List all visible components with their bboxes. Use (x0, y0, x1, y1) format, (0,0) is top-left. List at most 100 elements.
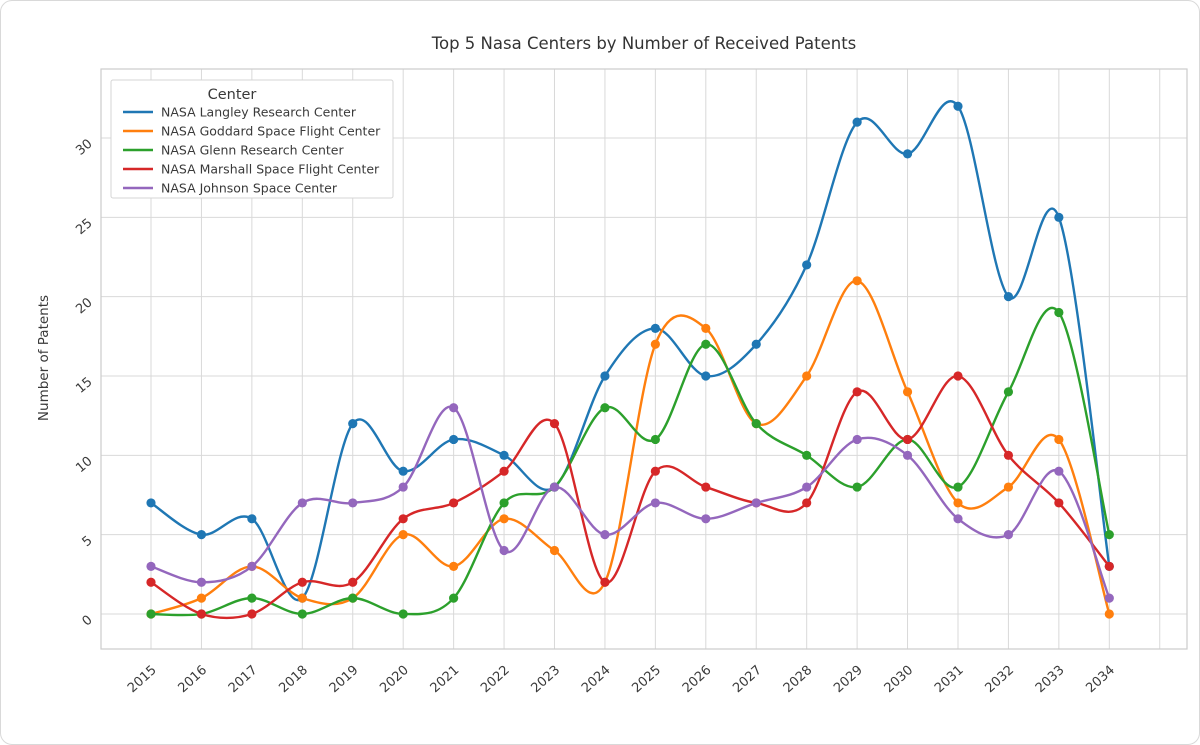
data-point (802, 482, 812, 492)
x-tick-label: 2022 (478, 663, 513, 696)
chart-title: Top 5 Nasa Centers by Number of Received… (431, 34, 857, 53)
data-point (499, 545, 509, 556)
data-point (1104, 593, 1114, 603)
data-point (852, 387, 862, 397)
x-tick-label: 2015 (125, 663, 160, 696)
x-tick-label: 2021 (428, 663, 463, 696)
data-point (953, 498, 963, 508)
data-point (1003, 482, 1014, 492)
data-point (902, 450, 913, 460)
x-tick-label: 2032 (982, 663, 1017, 696)
data-point (1054, 212, 1064, 222)
series-line (149, 100, 1111, 602)
data-point (802, 450, 812, 460)
data-point (196, 609, 207, 619)
data-point (1104, 561, 1114, 572)
legend-item-label: NASA Johnson Space Center (161, 181, 338, 196)
data-point (953, 482, 963, 492)
series-line (149, 405, 1111, 600)
series-line (149, 306, 1111, 617)
series-layer (146, 100, 1114, 620)
data-point (297, 577, 307, 587)
series-5 (146, 403, 1114, 603)
data-point (852, 276, 862, 286)
data-point (398, 530, 408, 540)
data-point (650, 434, 660, 445)
x-tick-label: 2020 (377, 663, 412, 696)
data-point (449, 498, 459, 508)
data-point (751, 339, 761, 349)
y-tick-labels: 0 5 10 15 20 25 30 (73, 137, 95, 630)
data-point (146, 561, 156, 572)
x-tick-label: 2024 (579, 663, 614, 696)
data-point (600, 530, 610, 540)
data-point (247, 593, 257, 603)
data-point (701, 514, 711, 524)
data-point (852, 434, 862, 445)
x-tick-label: 2018 (276, 663, 311, 696)
data-point (549, 419, 560, 429)
data-point (196, 577, 207, 587)
y-tick-label: 10 (73, 454, 95, 476)
series-3 (146, 306, 1114, 619)
x-tick-label: 2019 (327, 663, 362, 696)
data-point (398, 609, 408, 619)
data-point (650, 466, 660, 476)
data-point (802, 498, 812, 508)
y-tick-label: 20 (73, 295, 95, 317)
data-point (902, 149, 913, 159)
y-tick-label: 15 (73, 375, 95, 397)
data-point (1003, 292, 1014, 302)
x-tick-labels: 2015 2016 2017 2018 2019 2020 2021 2022 2023 2024… (125, 663, 1118, 696)
data-point (348, 498, 358, 508)
data-point (297, 609, 307, 619)
x-tick-label: 2025 (629, 663, 664, 696)
series-line (149, 374, 1111, 620)
data-point (1003, 450, 1014, 460)
data-point (1003, 530, 1014, 540)
x-tick-label: 2016 (175, 663, 210, 696)
data-point (1054, 498, 1064, 508)
legend-title: Center (208, 87, 257, 103)
x-tick-label: 2033 (1033, 663, 1068, 696)
data-point (600, 371, 610, 381)
data-point (701, 482, 711, 492)
x-tick-label: 2027 (730, 663, 765, 696)
data-point (247, 514, 257, 524)
data-point (701, 371, 711, 381)
data-point (600, 577, 610, 587)
data-point (146, 577, 156, 587)
data-point (701, 339, 711, 349)
data-point (398, 482, 408, 492)
data-point (348, 419, 358, 429)
data-point (449, 593, 459, 603)
data-point (549, 545, 560, 556)
data-point (953, 514, 963, 524)
data-point (398, 466, 408, 476)
plot-border (100, 68, 1188, 650)
data-point (499, 514, 509, 524)
legend-item-label: NASA Langley Research Center (161, 105, 357, 120)
data-point (600, 403, 610, 413)
data-point (449, 434, 459, 445)
data-point (1104, 530, 1114, 540)
data-point (247, 561, 257, 572)
data-point (902, 387, 913, 397)
data-point (196, 530, 207, 540)
y-tick-label: 25 (73, 216, 95, 238)
data-point (549, 482, 560, 492)
y-tick-label: 5 (80, 533, 96, 550)
data-point (297, 498, 307, 508)
data-point (1104, 609, 1114, 619)
series-line (149, 279, 1111, 616)
legend: Center NASA Langley Research Center NASA G… (110, 79, 394, 199)
data-point (499, 450, 509, 460)
legend-item-label: NASA Marshall Space Flight Center (161, 162, 380, 177)
data-point (953, 101, 963, 111)
data-point (348, 577, 358, 587)
y-tick-label: 0 (80, 613, 96, 630)
x-tick-label: 2017 (226, 663, 261, 696)
data-point (146, 498, 156, 508)
